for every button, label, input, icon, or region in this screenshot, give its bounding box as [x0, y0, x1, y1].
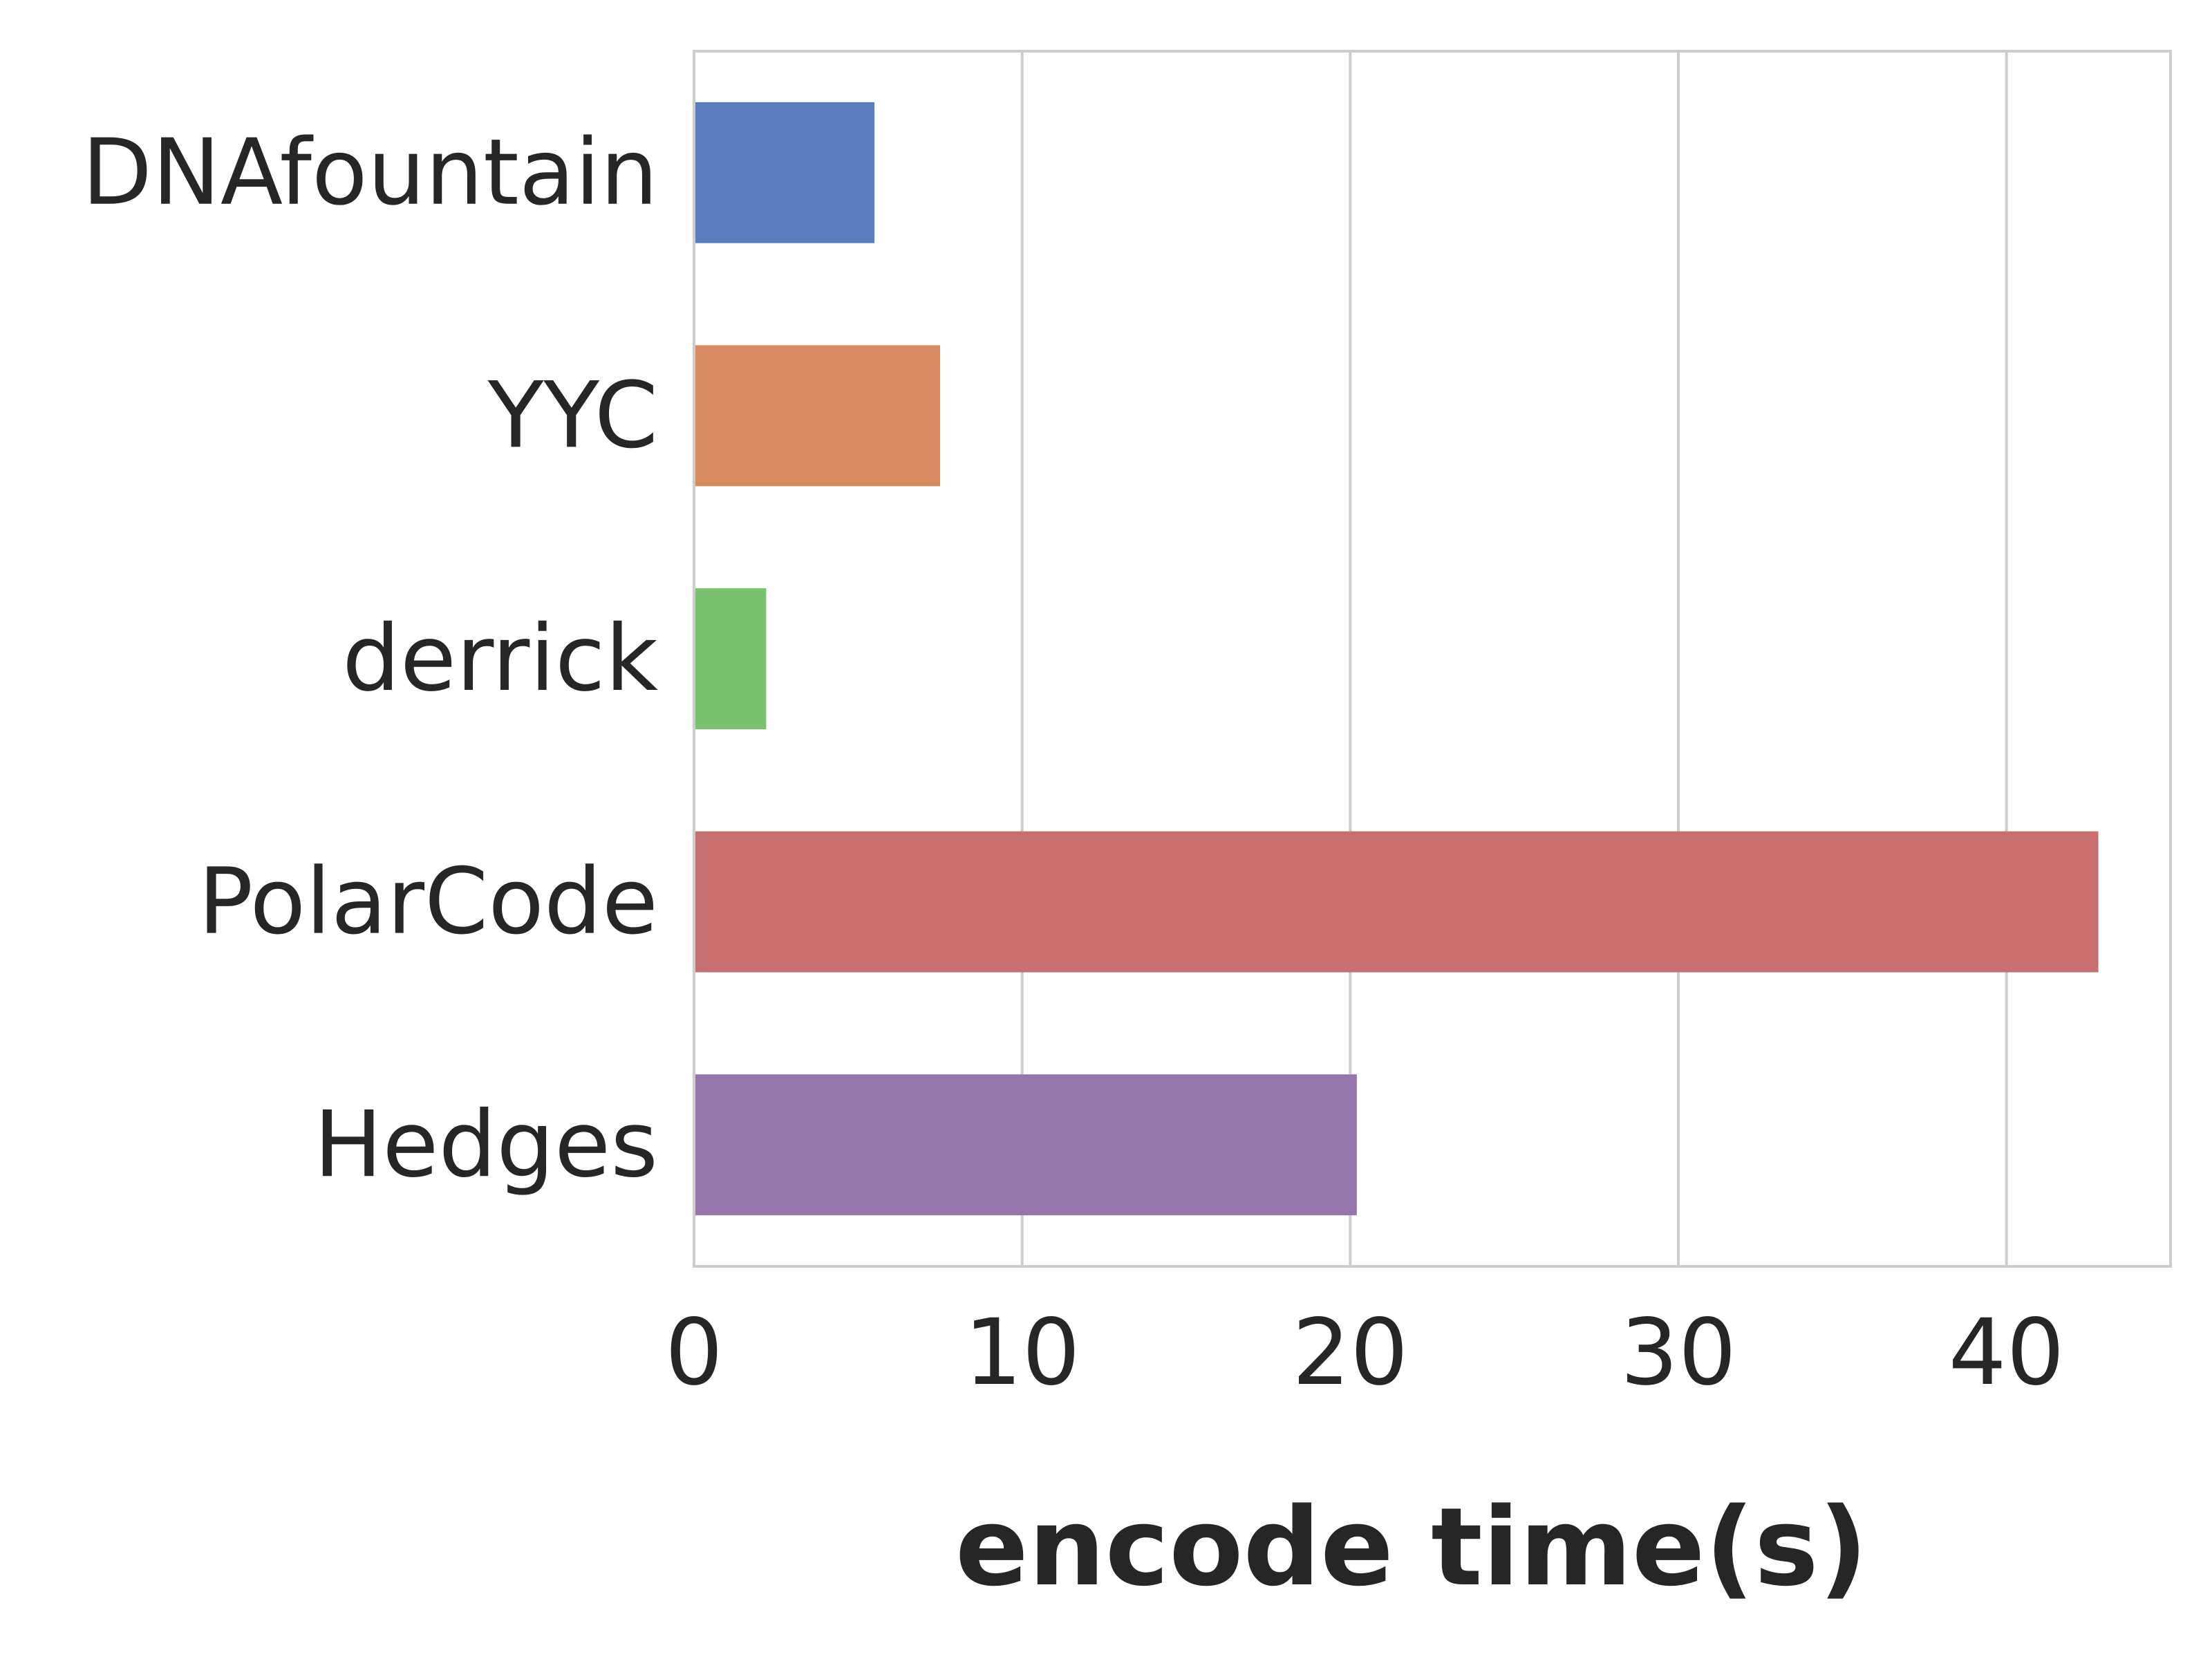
bar-hedges [695, 1074, 1357, 1216]
x-tick-label-10: 10 [964, 1300, 1080, 1406]
bar-derrick [695, 588, 767, 729]
category-label-dnafountain: DNAfountain [82, 120, 658, 226]
category-label-hedges: Hedges [314, 1091, 658, 1198]
bar-yyc [695, 345, 940, 487]
category-label-derrick: derrick [342, 606, 658, 712]
x-tick-label-20: 20 [1292, 1300, 1408, 1406]
category-labels: DNAfountain YYC derrick PolarCode Hedges [82, 120, 658, 1198]
bar-dnafountain [695, 102, 875, 243]
bar-polarcode [695, 831, 2099, 973]
x-tick-label-30: 30 [1620, 1300, 1736, 1406]
x-tick-labels: 0 10 20 30 40 [665, 1300, 2065, 1406]
category-label-yyc: YYC [487, 362, 658, 469]
x-tick-label-40: 40 [1949, 1300, 2065, 1406]
plot-frame [693, 50, 2172, 1268]
category-label-polarcode: PolarCode [198, 849, 658, 955]
bars [695, 102, 2099, 1216]
x-tick-label-0: 0 [665, 1300, 723, 1406]
x-axis-title: encode time(s) [955, 1484, 1868, 1610]
